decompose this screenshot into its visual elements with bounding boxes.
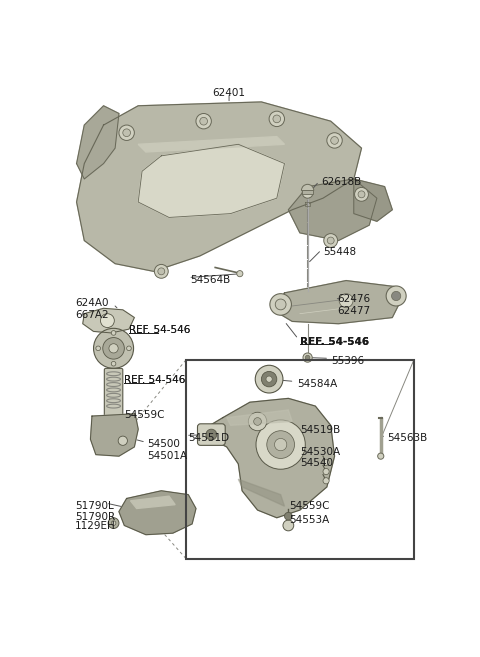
Text: 54530A
54540: 54530A 54540: [300, 447, 340, 468]
FancyBboxPatch shape: [104, 369, 123, 418]
Text: 55396: 55396: [331, 356, 364, 366]
Polygon shape: [204, 398, 335, 518]
Circle shape: [327, 237, 334, 244]
Circle shape: [273, 115, 281, 123]
Circle shape: [109, 344, 118, 353]
Text: 54551D: 54551D: [188, 433, 229, 443]
Polygon shape: [288, 179, 377, 240]
Polygon shape: [131, 496, 175, 509]
Text: 62476
62477: 62476 62477: [337, 294, 370, 316]
Text: REF. 54-546: REF. 54-546: [124, 375, 186, 385]
Polygon shape: [273, 281, 400, 324]
Circle shape: [302, 187, 313, 198]
Polygon shape: [77, 102, 361, 271]
Circle shape: [118, 436, 127, 445]
Text: 54559C: 54559C: [289, 501, 330, 510]
Text: 54553A: 54553A: [289, 514, 329, 525]
Circle shape: [339, 294, 353, 307]
Polygon shape: [119, 491, 196, 535]
Circle shape: [327, 133, 342, 148]
Text: 54559C: 54559C: [124, 410, 165, 420]
Circle shape: [283, 520, 294, 531]
Circle shape: [123, 129, 131, 137]
Polygon shape: [83, 308, 134, 333]
Polygon shape: [238, 479, 285, 506]
Circle shape: [358, 191, 365, 198]
Text: 54564B: 54564B: [191, 275, 231, 285]
Text: 62618B: 62618B: [322, 177, 362, 187]
Wedge shape: [301, 185, 314, 191]
Circle shape: [392, 291, 401, 301]
Text: 1129EH: 1129EH: [75, 521, 116, 531]
Text: 62401: 62401: [213, 88, 246, 98]
Text: 54584A: 54584A: [297, 379, 337, 389]
Bar: [186, 360, 414, 558]
Circle shape: [108, 518, 119, 528]
Circle shape: [111, 521, 116, 526]
Polygon shape: [227, 410, 292, 425]
Circle shape: [206, 429, 217, 440]
Circle shape: [275, 299, 286, 310]
Text: REF. 54-546: REF. 54-546: [300, 337, 369, 347]
Circle shape: [266, 376, 272, 382]
Circle shape: [256, 420, 305, 469]
Circle shape: [386, 286, 406, 306]
Text: REF. 54-546: REF. 54-546: [129, 325, 191, 335]
Text: 51790L
51790R: 51790L 51790R: [75, 501, 115, 522]
Circle shape: [305, 355, 310, 360]
Polygon shape: [138, 145, 285, 217]
Circle shape: [96, 346, 100, 351]
Text: 54519B: 54519B: [300, 425, 340, 436]
Circle shape: [103, 338, 124, 359]
Circle shape: [323, 478, 329, 484]
Text: REF. 54-546: REF. 54-546: [129, 325, 191, 335]
Circle shape: [355, 187, 369, 201]
Circle shape: [331, 137, 338, 145]
Bar: [302, 191, 313, 194]
Circle shape: [237, 271, 243, 277]
Circle shape: [269, 111, 285, 127]
Polygon shape: [90, 414, 138, 456]
Text: REF. 54-546: REF. 54-546: [300, 337, 369, 347]
Circle shape: [155, 264, 168, 279]
Circle shape: [254, 418, 262, 425]
Text: 54500
54501A: 54500 54501A: [147, 439, 188, 461]
Circle shape: [303, 353, 312, 362]
Circle shape: [262, 371, 277, 387]
Circle shape: [378, 453, 384, 459]
Circle shape: [119, 125, 134, 141]
Circle shape: [255, 365, 283, 393]
Circle shape: [324, 234, 337, 248]
Polygon shape: [354, 179, 392, 221]
Circle shape: [285, 512, 292, 520]
Circle shape: [248, 412, 267, 431]
Circle shape: [323, 459, 329, 465]
Text: REF. 54-546: REF. 54-546: [124, 375, 186, 385]
Text: 55448: 55448: [323, 246, 356, 257]
Polygon shape: [138, 137, 285, 152]
Circle shape: [158, 268, 165, 275]
Circle shape: [275, 438, 287, 451]
Circle shape: [100, 313, 114, 328]
Circle shape: [267, 431, 295, 459]
Circle shape: [200, 118, 207, 125]
Circle shape: [111, 330, 116, 335]
Circle shape: [323, 468, 329, 474]
Circle shape: [270, 294, 291, 315]
Text: 624A0
667A2: 624A0 667A2: [75, 298, 108, 320]
Circle shape: [111, 361, 116, 366]
Text: 54563B: 54563B: [388, 433, 428, 443]
FancyBboxPatch shape: [197, 424, 225, 445]
Polygon shape: [77, 106, 119, 179]
Circle shape: [94, 328, 133, 369]
Circle shape: [127, 346, 131, 351]
Circle shape: [196, 114, 211, 129]
